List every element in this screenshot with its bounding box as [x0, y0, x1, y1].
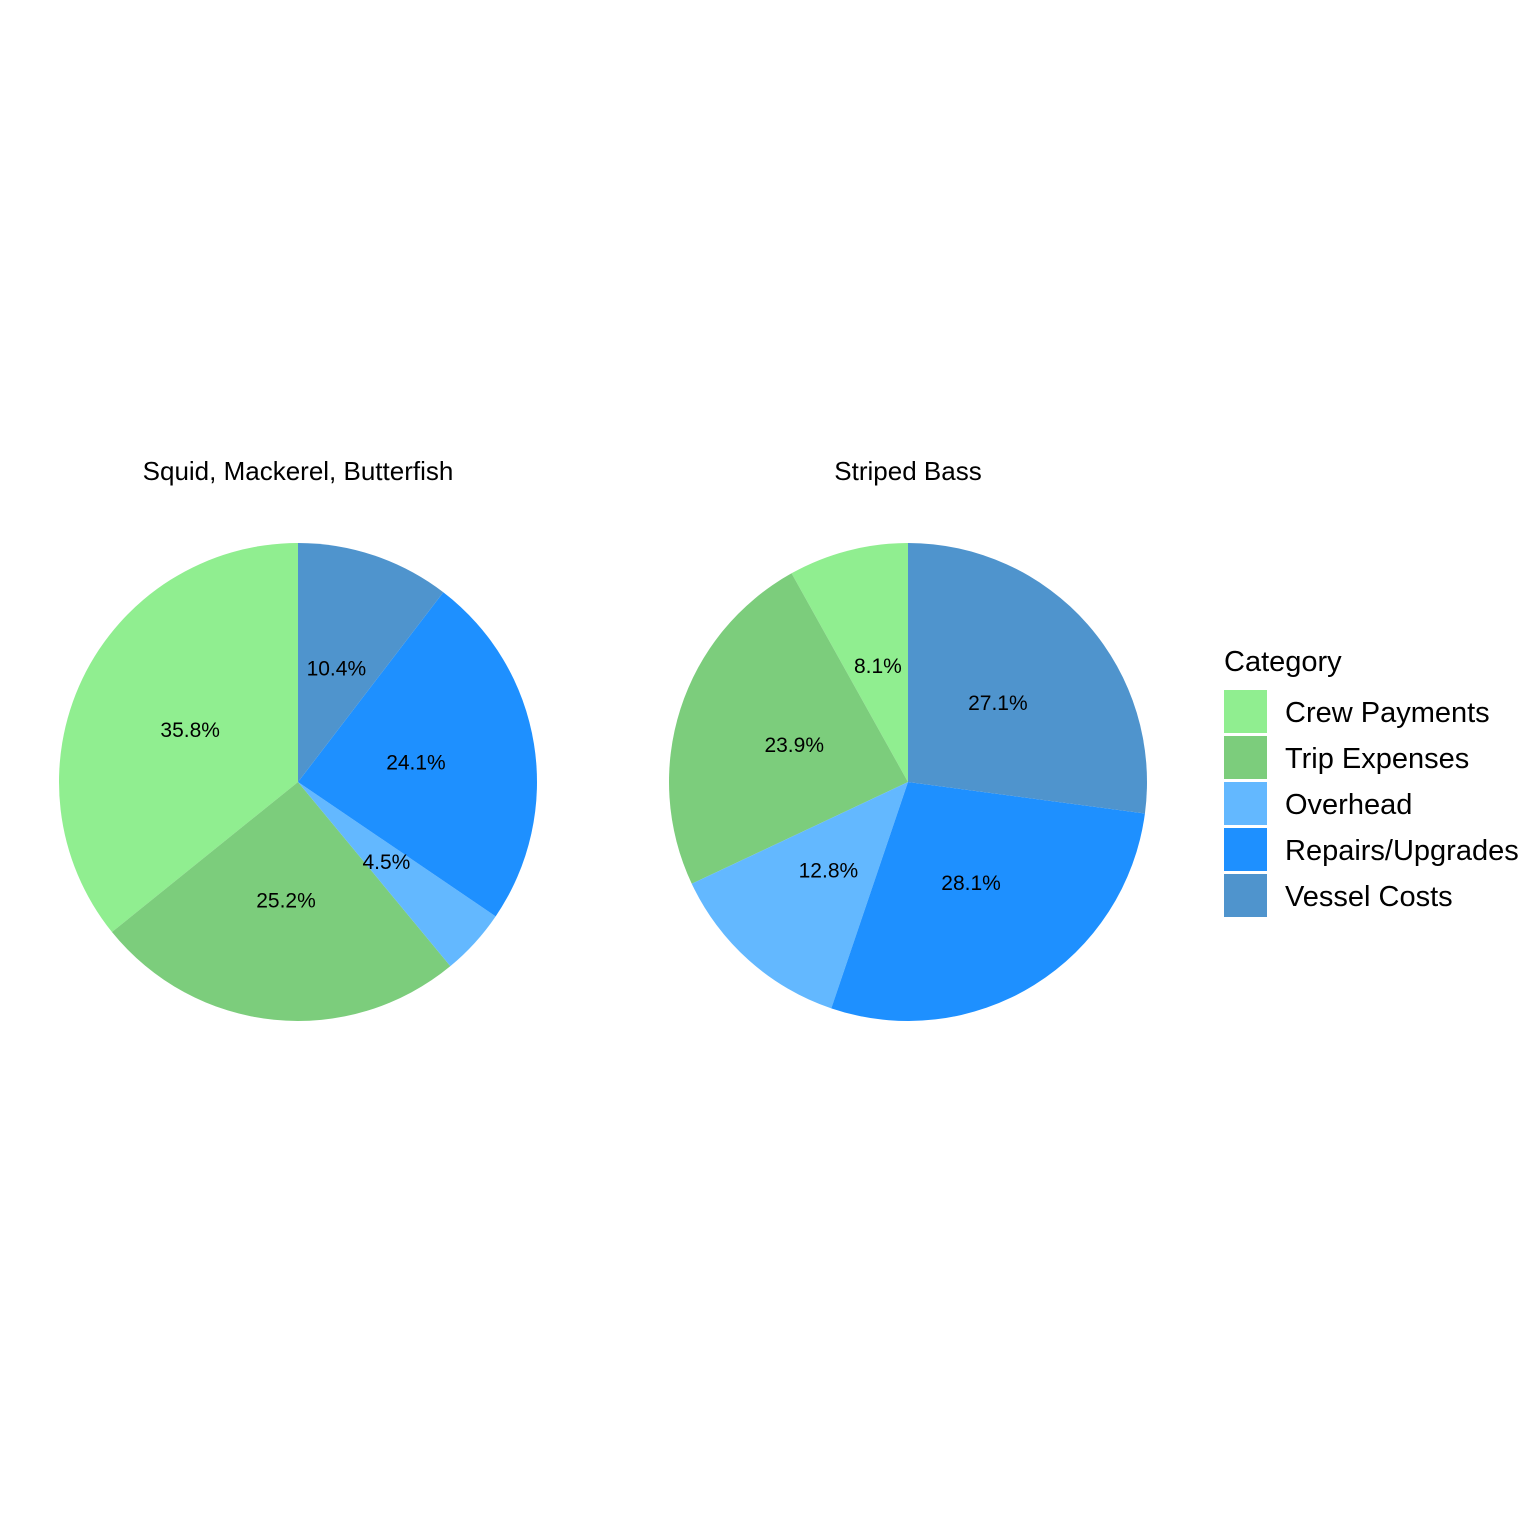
slice-label-repairs-upgrades: 24.1% [386, 751, 446, 774]
slice-label-repairs-upgrades: 28.1% [941, 872, 1001, 895]
slice-label-overhead: 4.5% [362, 851, 410, 874]
legend-label-trip-expenses: Trip Expenses [1285, 743, 1469, 775]
panel-title: Striped Bass [834, 456, 981, 486]
legend-swatch-overhead [1224, 782, 1267, 825]
pie-slice-overhead [298, 782, 496, 967]
legend-label-repairs-upgrades: Repairs/Upgrades [1285, 835, 1519, 867]
pie-slice-trip-expenses [111, 782, 451, 1021]
pie-slice-vessel-costs [908, 543, 1147, 814]
legend-items: Crew Payments Trip Expenses Overhead Repair… [1224, 690, 1519, 917]
legend-swatch-trip-expenses [1224, 736, 1267, 779]
slice-label-trip-expenses: 25.2% [256, 889, 316, 912]
pie-slice-crew-payments [58, 543, 298, 933]
pie-slice-repairs-upgrades [298, 592, 538, 917]
pie-panel-striped-bass: Striped Bass 8.1% 23.9% 12.8% 28.1% 27.1% [669, 456, 1147, 1021]
pie-slice-overhead [691, 782, 908, 1009]
pie-slice-labels: 35.8% 25.2% 4.5% 24.1% 10.4% [160, 657, 445, 912]
pie-slice-trip-expenses [669, 573, 908, 884]
pie-slices [669, 543, 1147, 1021]
pie-panel-squid-mackerel-butterfish: Squid, Mackerel, Butterfish 35.8% 25.2% 4.… [58, 456, 538, 1021]
slice-label-vessel-costs: 10.4% [307, 657, 367, 680]
pie-slice-labels: 8.1% 23.9% 12.8% 28.1% 27.1% [764, 655, 1027, 895]
legend: Category Crew Payments Trip Expenses Overh… [1224, 646, 1519, 917]
panel-title: Squid, Mackerel, Butterfish [143, 456, 454, 486]
legend-label-crew-payments: Crew Payments [1285, 697, 1490, 729]
legend-swatch-crew-payments [1224, 690, 1267, 733]
slice-label-crew-payments: 8.1% [854, 655, 902, 678]
pie-slice-repairs-upgrades [831, 782, 1145, 1021]
slice-label-trip-expenses: 23.9% [764, 734, 824, 757]
slice-label-overhead: 12.8% [799, 860, 859, 883]
legend-label-vessel-costs: Vessel Costs [1285, 881, 1453, 913]
legend-title: Category [1224, 646, 1342, 678]
slice-label-vessel-costs: 27.1% [968, 692, 1028, 715]
slice-label-crew-payments: 35.8% [160, 719, 220, 742]
pie-slices [58, 543, 538, 1021]
legend-label-overhead: Overhead [1285, 789, 1412, 821]
legend-swatch-repairs-upgrades [1224, 828, 1267, 871]
pie-slice-crew-payments [791, 543, 908, 782]
legend-swatch-vessel-costs [1224, 874, 1267, 917]
pie-slice-vessel-costs [298, 543, 444, 782]
